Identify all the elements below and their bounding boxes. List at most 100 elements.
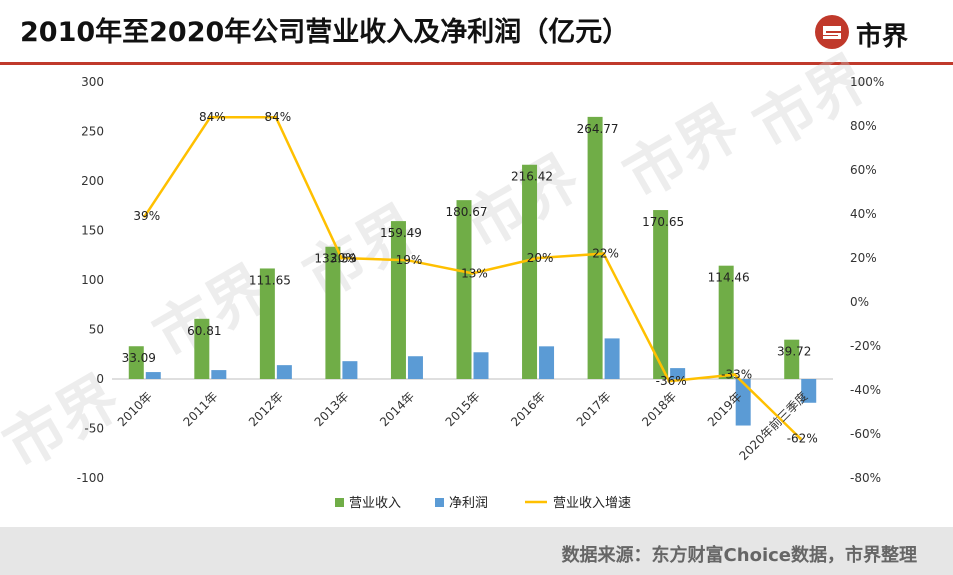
- revenue-bar: [128, 346, 144, 379]
- revenue-bar: [587, 116, 603, 380]
- legend-swatch: [335, 498, 344, 507]
- revenue-bar: [194, 318, 210, 379]
- growth-label: -36%: [656, 374, 687, 388]
- growth-label: 22%: [592, 247, 619, 261]
- revenue-label: 180.67: [446, 205, 488, 219]
- net-profit-bar: [604, 338, 620, 379]
- x-tick: 2013年: [312, 389, 352, 429]
- x-tick: 2016年: [508, 389, 548, 429]
- growth-label: -62%: [787, 431, 818, 445]
- growth-points: [143, 115, 802, 440]
- y-left-tick: 100: [81, 273, 104, 287]
- revenue-label: 133.59: [314, 252, 356, 266]
- growth-label: 84%: [199, 110, 226, 124]
- growth-point: [798, 436, 802, 440]
- y-right-tick: 40%: [850, 207, 877, 221]
- revenue-label: 170.65: [642, 215, 684, 229]
- revenue-bar: [653, 210, 669, 379]
- growth-point: [471, 271, 474, 275]
- x-tick: 2012年: [246, 389, 286, 429]
- growth-label: 84%: [265, 110, 292, 124]
- legend: 营业收入 净利润 营业收入增速: [335, 496, 631, 511]
- net-profit-bar: [801, 379, 817, 403]
- x-tick: 2014年: [377, 389, 417, 429]
- growth-point: [339, 256, 343, 260]
- logo-text: 市界: [856, 22, 909, 52]
- growth-point: [733, 373, 737, 377]
- growth-label: 20%: [527, 251, 554, 265]
- y-left-axis: -100 -50 0 50 100 150 200 250 300: [77, 75, 104, 485]
- revenue-label: 216.42: [511, 170, 553, 184]
- growth-point: [667, 379, 671, 383]
- growth-label: 19%: [396, 253, 423, 267]
- y-left-tick: -100: [77, 471, 104, 485]
- y-right-tick: -40%: [850, 383, 881, 397]
- y-right-tick: 20%: [850, 251, 877, 265]
- revenue-label: 264.77: [577, 122, 619, 136]
- watermark-5: 市界: [743, 42, 882, 163]
- y-left-tick: 200: [81, 174, 104, 188]
- net-profit-bar: [473, 352, 489, 379]
- y-right-tick: 0%: [850, 295, 869, 309]
- revenue-bar: [390, 221, 406, 379]
- y-right-tick: 80%: [850, 119, 877, 133]
- growth-point: [208, 115, 212, 119]
- growth-point: [274, 115, 278, 119]
- y-right-axis: -80% -60% -40% -20% 0% 20% 40% 60% 80% 100%: [850, 75, 884, 485]
- growth-label: 20%: [330, 251, 357, 265]
- y-left-tick: -50: [84, 422, 104, 436]
- legend-label: 营业收入: [349, 496, 401, 511]
- net-profit-bar: [670, 368, 686, 379]
- revenue-bar: [784, 339, 800, 379]
- y-left-tick: 50: [89, 323, 104, 337]
- y-left-tick: 0: [96, 372, 104, 386]
- net-profit-bar: [342, 361, 358, 379]
- growth-labels: 39% 84% 84% 20% 19% 13% 20% 22% -36% -33% -62%: [133, 110, 817, 445]
- y-right-tick: -60%: [850, 427, 881, 441]
- source-note: 数据来源：东方财富Choice数据，市界整理: [561, 545, 917, 566]
- x-tick: 2011年: [180, 389, 220, 429]
- growth-point: [405, 258, 409, 262]
- revenue-bar: [325, 246, 341, 379]
- revenue-label: 114.46: [708, 271, 750, 285]
- footer-band: [0, 527, 953, 575]
- legend-label: 净利润: [449, 496, 488, 511]
- growth-label: -33%: [721, 368, 752, 382]
- revenue-label: 159.49: [380, 226, 422, 240]
- revenue-bar: [522, 164, 538, 379]
- y-right-tick: -80%: [850, 471, 881, 485]
- growth-point: [602, 252, 606, 256]
- logo-circle-icon: [815, 15, 849, 49]
- watermark-0: 市界: [0, 362, 131, 483]
- revenue-bars: [128, 116, 800, 380]
- net-profit-bar: [539, 346, 555, 379]
- net-profit-bar: [735, 379, 751, 426]
- revenue-label: 60.81: [187, 324, 221, 338]
- logo-s-icon: [823, 26, 841, 39]
- growth-label: 39%: [133, 209, 160, 223]
- y-left-tick: 300: [81, 75, 104, 89]
- y-left-tick: 150: [81, 224, 104, 238]
- x-tick: 2015年: [443, 389, 483, 429]
- logo: [815, 15, 849, 49]
- revenue-labels: 33.09 60.81 111.65 133.59 159.49 180.67 216.42…: [122, 122, 812, 365]
- net-profit-bars: [145, 338, 817, 426]
- revenue-bar: [456, 200, 472, 379]
- revenue-label: 39.72: [777, 345, 811, 359]
- growth-point: [536, 256, 540, 260]
- header-rule: [0, 62, 953, 65]
- y-right-tick: -20%: [850, 339, 881, 353]
- y-right-tick: 60%: [850, 163, 877, 177]
- legend-label: 营业收入增速: [553, 496, 631, 511]
- revenue-bar: [259, 268, 275, 379]
- revenue-label: 33.09: [122, 351, 156, 365]
- growth-label: 13%: [461, 266, 488, 280]
- revenue-label: 111.65: [249, 273, 291, 287]
- watermark-4: 市界: [613, 92, 752, 213]
- watermark-3: 市界: [453, 142, 592, 263]
- net-profit-bar: [407, 356, 423, 379]
- y-left-tick: 250: [81, 125, 104, 139]
- x-tick: 2018年: [639, 389, 679, 429]
- x-axis: 2010年 2011年 2012年 2013年 2014年 2015年 2016年 2017年…: [115, 389, 810, 464]
